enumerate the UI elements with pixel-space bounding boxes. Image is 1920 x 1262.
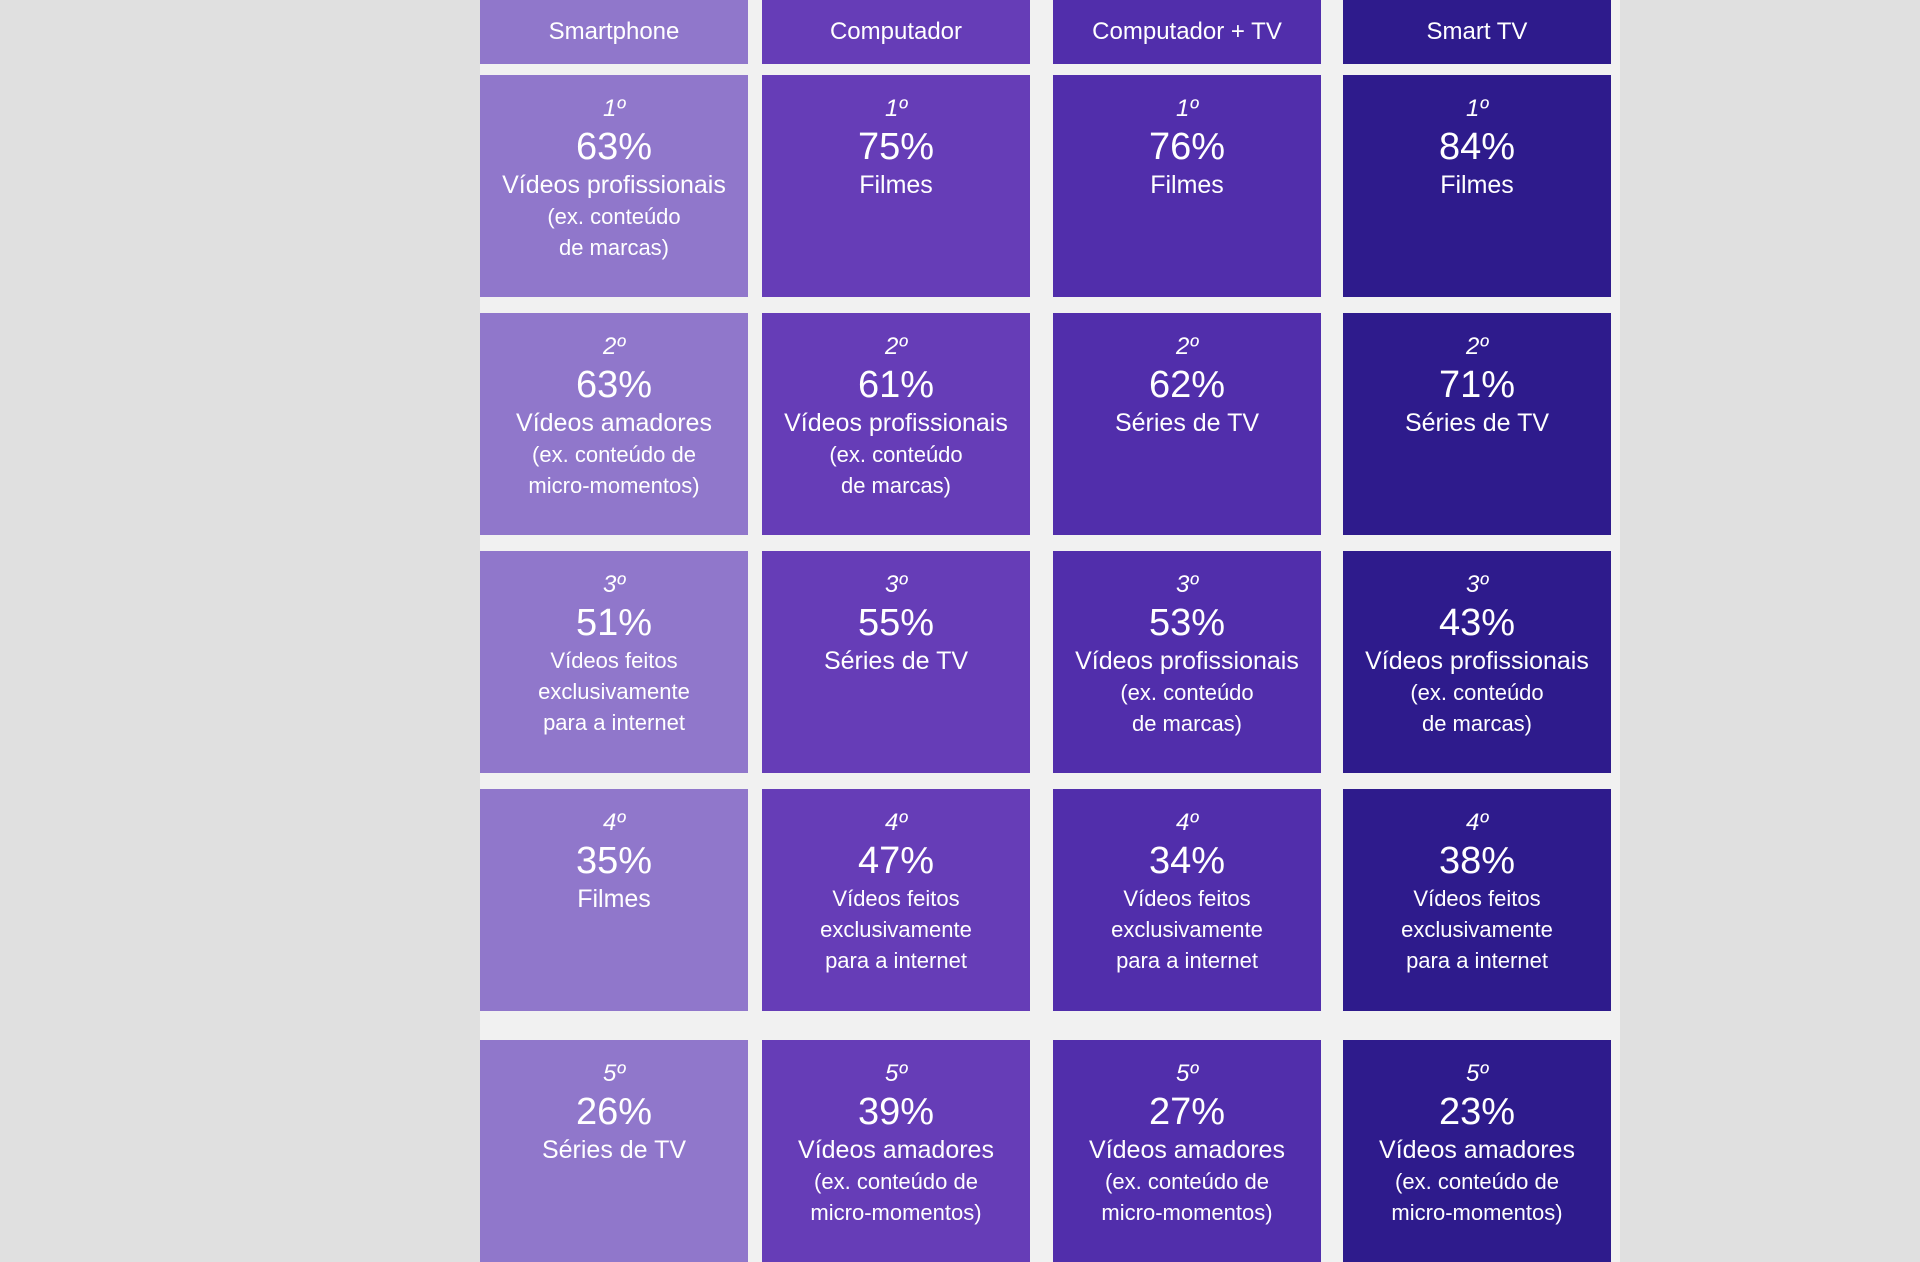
rank-label: 5º xyxy=(1465,1060,1489,1087)
rank-cell: 3º 53% Vídeos profissionais (ex. conteúd… xyxy=(1053,551,1321,773)
content-detail: (ex. conteúdo de micro-momentos) xyxy=(528,442,700,498)
rank-cell: 1º 84% Filmes xyxy=(1343,75,1611,297)
percent-value: 63% xyxy=(575,364,653,406)
rank-label: 1º xyxy=(884,95,908,122)
column-header: Smartphone xyxy=(480,0,748,64)
content-label: Séries de TV xyxy=(1404,409,1550,437)
percent-value: 51% xyxy=(575,602,653,644)
content-label: Séries de TV xyxy=(823,647,969,675)
content-detail: (ex. conteúdo de micro-momentos) xyxy=(1101,1169,1273,1225)
percent-value: 26% xyxy=(575,1091,653,1133)
content-label: Vídeos amadores xyxy=(1379,1136,1575,1164)
rank-label: 3º xyxy=(884,571,908,598)
percent-value: 53% xyxy=(1148,602,1226,644)
rank-cell: 3º 51% Vídeos feitos exclusivamente para… xyxy=(480,551,748,773)
percent-value: 62% xyxy=(1148,364,1226,406)
percent-value: 47% xyxy=(857,840,935,882)
rank-label: 2º xyxy=(884,333,908,360)
percent-value: 76% xyxy=(1148,126,1226,168)
rank-cell: 1º 76% Filmes xyxy=(1053,75,1321,297)
content-label: Filmes xyxy=(859,171,933,199)
content-detail: (ex. conteúdo de marcas) xyxy=(1410,680,1544,736)
content-label: Séries de TV xyxy=(1114,409,1260,437)
content-label: Filmes xyxy=(1150,171,1224,199)
content-detail: (ex. conteúdo de marcas) xyxy=(829,442,963,498)
rank-cell: 4º 38% Vídeos feitos exclusivamente para… xyxy=(1343,789,1611,1011)
rank-cell: 5º 27% Vídeos amadores (ex. conteúdo de … xyxy=(1053,1040,1321,1262)
column-header: Computador + TV xyxy=(1053,0,1321,64)
content-detail: (ex. conteúdo de micro-momentos) xyxy=(1391,1169,1563,1225)
rank-cell: 1º 63% Vídeos profissionais (ex. conteúd… xyxy=(480,75,748,297)
rank-cell: 2º 71% Séries de TV xyxy=(1343,313,1611,535)
percent-value: 39% xyxy=(857,1091,935,1133)
rank-cell: 4º 35% Filmes xyxy=(480,789,748,1011)
content-label: Vídeos profissionais xyxy=(784,409,1008,437)
content-detail: Vídeos feitos exclusivamente para a inte… xyxy=(1401,886,1553,973)
content-detail: Vídeos feitos exclusivamente para a inte… xyxy=(820,886,972,973)
percent-value: 75% xyxy=(857,126,935,168)
column-header: Smart TV xyxy=(1343,0,1611,64)
rank-label: 3º xyxy=(602,571,626,598)
content-label: Séries de TV xyxy=(541,1136,687,1164)
content-label: Vídeos profissionais xyxy=(1365,647,1589,675)
rank-label: 3º xyxy=(1465,571,1489,598)
rank-cell: 3º 43% Vídeos profissionais (ex. conteúd… xyxy=(1343,551,1611,773)
rank-cell: 4º 47% Vídeos feitos exclusivamente para… xyxy=(762,789,1030,1011)
percent-value: 38% xyxy=(1438,840,1516,882)
percent-value: 27% xyxy=(1148,1091,1226,1133)
rank-label: 5º xyxy=(884,1060,908,1087)
content-label: Filmes xyxy=(577,885,651,913)
content-label: Vídeos amadores xyxy=(1089,1136,1285,1164)
percent-value: 34% xyxy=(1148,840,1226,882)
content-label: Vídeos amadores xyxy=(516,409,712,437)
rank-cell: 5º 26% Séries de TV xyxy=(480,1040,748,1262)
percent-value: 84% xyxy=(1438,126,1516,168)
rank-label: 1º xyxy=(1175,95,1199,122)
ranking-grid: Smartphone 1º 63% Vídeos profissionais (… xyxy=(480,0,1620,1262)
content-detail: (ex. conteúdo de marcas) xyxy=(547,204,681,260)
rank-label: 1º xyxy=(1465,95,1489,122)
percent-value: 23% xyxy=(1438,1091,1516,1133)
percent-value: 43% xyxy=(1438,602,1516,644)
content-label: Filmes xyxy=(1440,171,1514,199)
rank-cell: 1º 75% Filmes xyxy=(762,75,1030,297)
rank-label: 4º xyxy=(1465,809,1489,836)
rank-label: 1º xyxy=(602,95,626,122)
rank-cell: 5º 39% Vídeos amadores (ex. conteúdo de … xyxy=(762,1040,1030,1262)
content-label: Vídeos profissionais xyxy=(502,171,726,199)
rank-label: 4º xyxy=(884,809,908,836)
rank-cell: 2º 62% Séries de TV xyxy=(1053,313,1321,535)
content-detail: (ex. conteúdo de marcas) xyxy=(1120,680,1254,736)
content-label: Vídeos profissionais xyxy=(1075,647,1299,675)
rank-cell: 5º 23% Vídeos amadores (ex. conteúdo de … xyxy=(1343,1040,1611,1262)
rank-label: 3º xyxy=(1175,571,1199,598)
column-header: Computador xyxy=(762,0,1030,64)
rank-label: 4º xyxy=(602,809,626,836)
content-detail: Vídeos feitos exclusivamente para a inte… xyxy=(538,648,690,735)
percent-value: 35% xyxy=(575,840,653,882)
rank-label: 2º xyxy=(1175,333,1199,360)
content-label: Vídeos amadores xyxy=(798,1136,994,1164)
rank-label: 2º xyxy=(1465,333,1489,360)
rank-label: 4º xyxy=(1175,809,1199,836)
percent-value: 63% xyxy=(575,126,653,168)
rank-label: 5º xyxy=(1175,1060,1199,1087)
rank-cell: 3º 55% Séries de TV xyxy=(762,551,1030,773)
rank-cell: 4º 34% Vídeos feitos exclusivamente para… xyxy=(1053,789,1321,1011)
content-detail: (ex. conteúdo de micro-momentos) xyxy=(810,1169,982,1225)
percent-value: 71% xyxy=(1438,364,1516,406)
rank-label: 2º xyxy=(602,333,626,360)
percent-value: 61% xyxy=(857,364,935,406)
rank-cell: 2º 63% Vídeos amadores (ex. conteúdo de … xyxy=(480,313,748,535)
rank-label: 5º xyxy=(602,1060,626,1087)
rank-cell: 2º 61% Vídeos profissionais (ex. conteúd… xyxy=(762,313,1030,535)
percent-value: 55% xyxy=(857,602,935,644)
content-detail: Vídeos feitos exclusivamente para a inte… xyxy=(1111,886,1263,973)
